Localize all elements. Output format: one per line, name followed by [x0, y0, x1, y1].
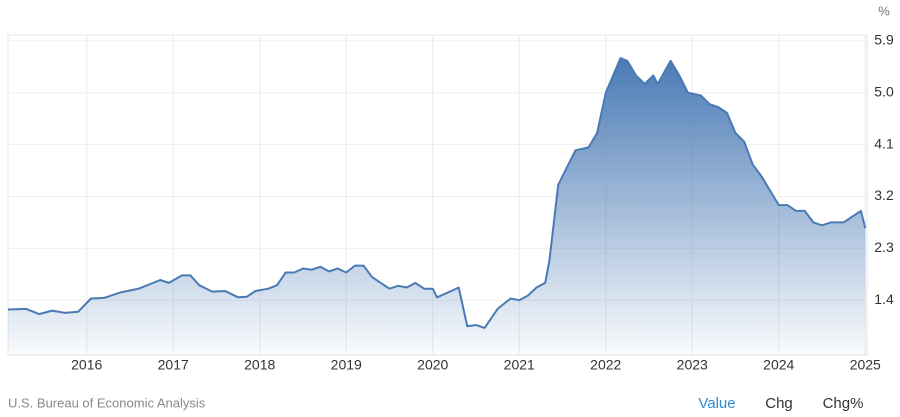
y-tick-label: 5.9: [874, 31, 894, 47]
y-tick-label: 3.2: [874, 187, 894, 203]
x-tick-label: 2024: [763, 357, 794, 373]
source: U.S. Bureau of Economic Analysis: [8, 395, 206, 410]
x-tick-label: 2016: [71, 357, 102, 373]
y-tick-label: 5.0: [874, 83, 894, 99]
x-tick-label: 2022: [590, 357, 621, 373]
value-button[interactable]: Value: [698, 395, 735, 412]
y-tick-label: 2.3: [874, 239, 894, 255]
x-tick-label: 2025: [850, 357, 881, 373]
y-tick-label: 1.4: [874, 291, 894, 307]
x-tick-label: 2020: [417, 357, 448, 373]
area: [8, 58, 866, 355]
x-tick-label: 2019: [331, 357, 362, 373]
line: [7, 57, 867, 329]
chg-button[interactable]: Chg: [765, 395, 793, 412]
y-tick-label: 4.1: [874, 135, 894, 151]
x-tick-label: 2021: [504, 357, 535, 373]
chg-pct-button[interactable]: Chg%: [823, 395, 864, 412]
x-tick-label: 2018: [244, 357, 275, 373]
x-tick-label: 2017: [158, 357, 189, 373]
x-tick-label: 2023: [677, 357, 708, 373]
unit-label: %: [878, 3, 890, 18]
